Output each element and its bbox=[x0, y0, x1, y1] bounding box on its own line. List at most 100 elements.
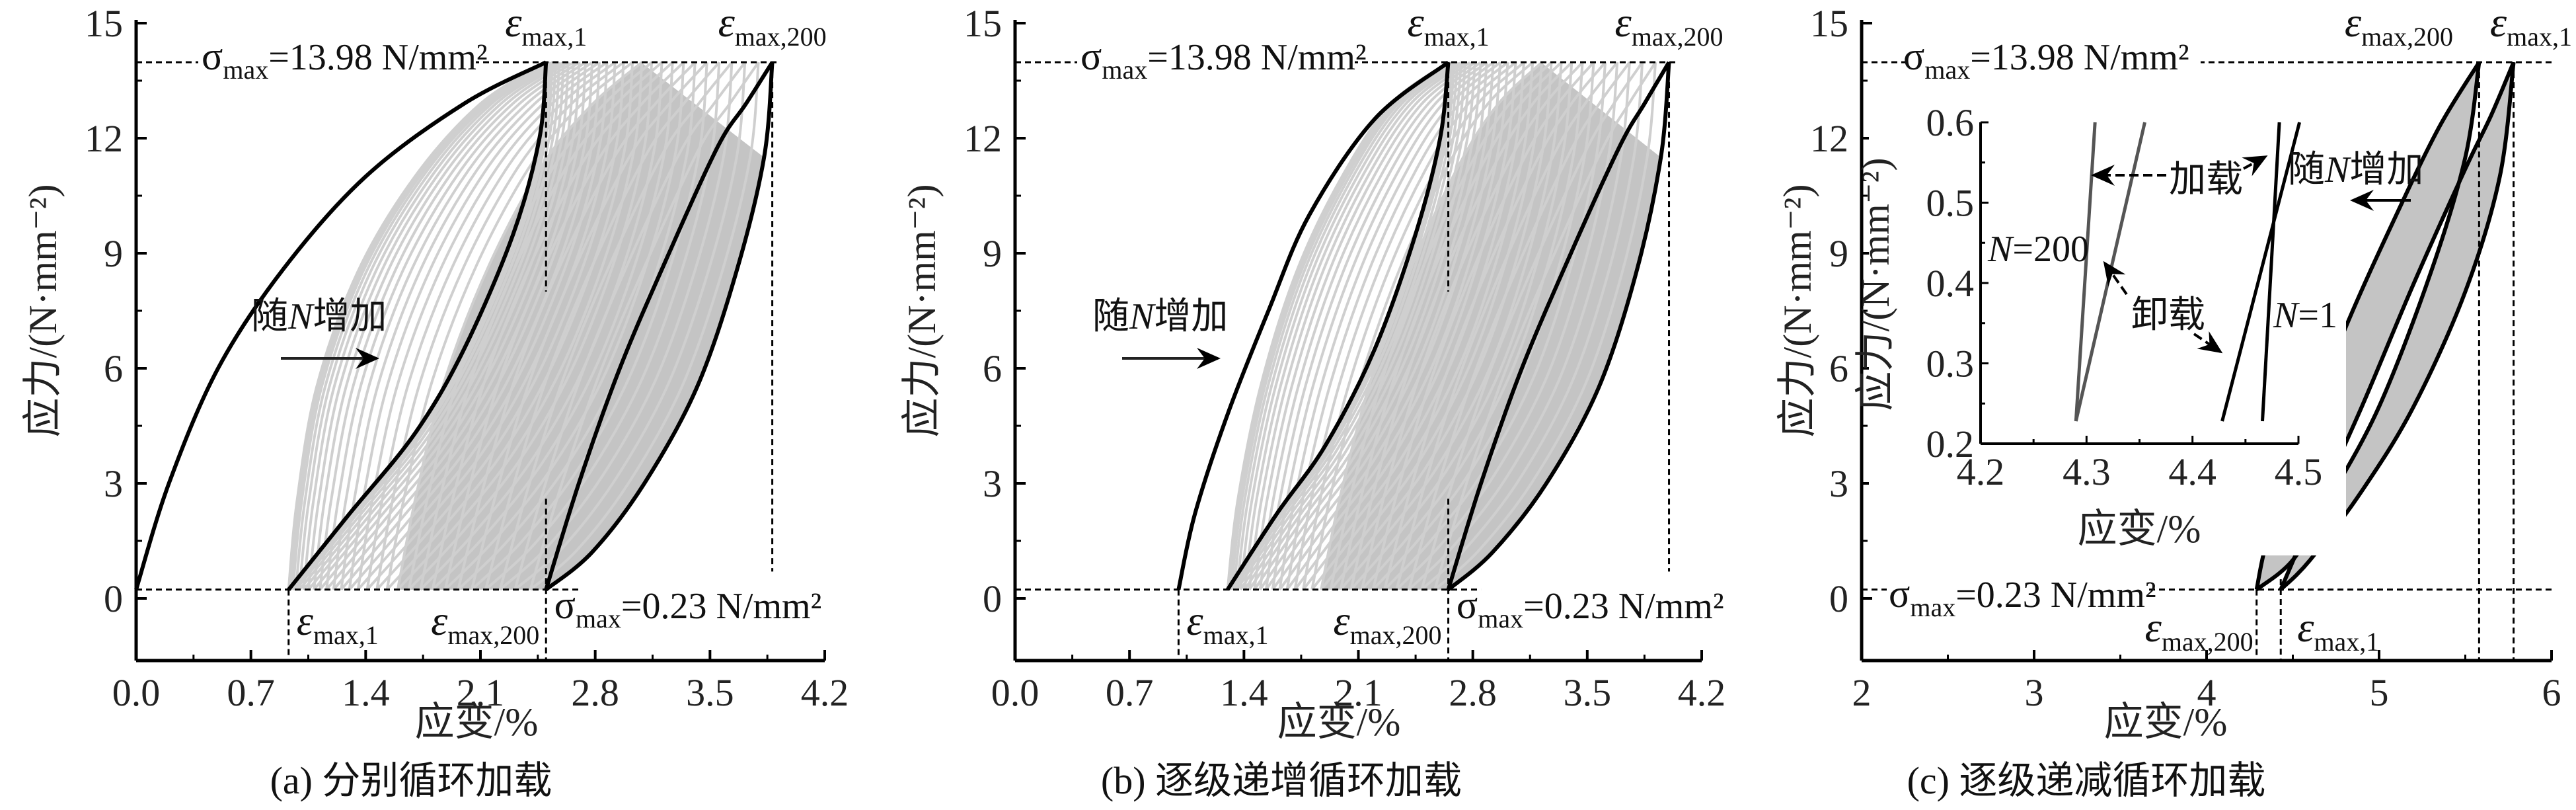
y-tick-label: 12 bbox=[1810, 117, 1848, 160]
cycle-load-curve bbox=[340, 61, 593, 590]
increasing-n-prefix: 随 bbox=[1092, 296, 1129, 337]
curve-load-N1 bbox=[1176, 60, 1450, 590]
sigma-max-top-label-value: =13.98 N/mm² bbox=[268, 37, 488, 78]
cycle-unload-curve bbox=[529, 61, 760, 591]
cycle-load-curve bbox=[1232, 61, 1456, 590]
n-value: =200 bbox=[2012, 229, 2089, 270]
x-tick-label: 2.1 bbox=[1334, 671, 1383, 714]
eps-max-1-bottom-label: εmax,1 bbox=[2297, 604, 2379, 657]
y-tick-label: 9 bbox=[104, 232, 123, 275]
cycle-load-curve bbox=[307, 61, 564, 590]
x-tick-label: 4.2 bbox=[801, 671, 849, 714]
eps-max-1-bottom-label-symbol: ε bbox=[1186, 597, 1203, 644]
n-200-label: N=200 bbox=[1987, 229, 2089, 270]
x-tick-label: 2.8 bbox=[571, 671, 619, 714]
cycle-load-curve bbox=[1235, 61, 1458, 590]
sigma-max-top-label-subscript: max bbox=[1924, 55, 1970, 85]
cycle-load-curve bbox=[1285, 61, 1509, 590]
sigma-max-top-label: σmax=13.98 N/mm² bbox=[1080, 34, 1367, 85]
inset-x-tick-label: 4.2 bbox=[1957, 450, 2005, 493]
y-tick-label: 12 bbox=[964, 117, 1002, 160]
cycle-load-curve bbox=[498, 61, 734, 590]
sigma-max-top-label-value: =13.98 N/mm² bbox=[1147, 37, 1367, 78]
sigma-max-bottom-label-symbol: σ bbox=[1889, 572, 1910, 616]
eps-max-1-bottom-label: εmax,1 bbox=[297, 597, 379, 650]
sigma-max-top-label-symbol: σ bbox=[1903, 34, 1924, 78]
sigma-max-bottom-label: σmax=0.23 N/mm² bbox=[1889, 572, 2156, 622]
label-background bbox=[1077, 30, 1355, 79]
cycle-load-curve bbox=[457, 61, 697, 590]
cycle-unload-curve bbox=[357, 61, 609, 591]
eps-max-1-top-label-subscript: max,1 bbox=[1424, 22, 1490, 52]
inset-y-tick-label: 0.5 bbox=[1926, 182, 1975, 225]
unloading-label: 卸载 bbox=[2131, 295, 2205, 336]
eps-max-1-top-label-symbol: ε bbox=[1408, 0, 1425, 46]
sigma-max-top-label-subscript: max bbox=[223, 55, 268, 85]
sigma-max-bottom-label-symbol: σ bbox=[1457, 583, 1478, 627]
loading-label: 加载 bbox=[2169, 159, 2243, 200]
increasing-n-symbol: N bbox=[1129, 296, 1156, 337]
inset-x-tick-label: 4.3 bbox=[2063, 450, 2111, 493]
sigma-max-top-label-symbol: σ bbox=[202, 34, 223, 78]
x-tick-label: 0.7 bbox=[227, 671, 275, 714]
cycle-unload-curve bbox=[1278, 61, 1502, 590]
sigma-max-top-label-subscript: max bbox=[1102, 55, 1147, 85]
increasing-n-label: 随N增加 bbox=[1092, 296, 1228, 337]
cycle-unload-curve bbox=[1408, 61, 1631, 591]
x-tick-label: 2.1 bbox=[457, 671, 505, 714]
caption: (a) 分别循环加载 bbox=[270, 759, 552, 802]
x-tick-label: 0.0 bbox=[112, 671, 161, 714]
loading-arrow-right-icon bbox=[2242, 155, 2268, 177]
cycle-load-curve bbox=[1339, 61, 1563, 590]
cycle-unload-curve bbox=[408, 61, 654, 591]
chart-panel-a: 0.0 0.7 1.4 2.1 2.8 3.5 4.2 0 3 6 9 12 15 应变/% 应力/(N·m… bbox=[21, 0, 849, 802]
increasing-n-prefix: 随 bbox=[251, 296, 288, 337]
increasing-n-suffix: 增加 bbox=[313, 296, 387, 337]
label-background bbox=[1887, 572, 2148, 622]
inset-line-N1-unload bbox=[2220, 122, 2302, 422]
cycle-load-curve bbox=[385, 61, 634, 590]
sigma-max-bottom-label-symbol: σ bbox=[554, 583, 576, 627]
eps-max-200-top-label-subscript: max,200 bbox=[735, 22, 827, 52]
eps-max-1-bottom-label-subscript: max,1 bbox=[2314, 627, 2379, 657]
eps-max-1-bottom-label: εmax,1 bbox=[1186, 597, 1268, 650]
cycle-load-curve bbox=[513, 61, 746, 590]
cycle-load-curve bbox=[1302, 61, 1525, 590]
eps-max-1-bottom-label-subscript: max,1 bbox=[1203, 620, 1269, 650]
cycle-load-curve bbox=[1329, 61, 1553, 590]
y-tick-label: 15 bbox=[1810, 2, 1848, 45]
y-tick-label: 6 bbox=[983, 347, 1002, 390]
cycle-load-curve bbox=[291, 61, 551, 590]
cycle-load-curve bbox=[1253, 61, 1476, 590]
curve-unload-N200 bbox=[545, 61, 775, 592]
eps-max-200-bottom-label: εmax,200 bbox=[1333, 597, 1441, 650]
caption: (b) 逐级递增循环加载 bbox=[1101, 759, 1462, 802]
eps-max-200-top-label-symbol: ε bbox=[1614, 0, 1632, 46]
cycle-load-curve bbox=[1264, 61, 1488, 590]
curve-load-N1 bbox=[134, 60, 547, 590]
cycle-load-curve bbox=[1243, 61, 1466, 590]
x-tick-label: 3 bbox=[2025, 671, 2044, 714]
cycle-unload-curve bbox=[313, 61, 570, 590]
x-tick-label: 0.0 bbox=[991, 671, 1040, 714]
cycle-unload-curve bbox=[1310, 61, 1534, 590]
cycle-unload-curve bbox=[332, 61, 587, 590]
cycle-load-curve bbox=[1349, 61, 1573, 590]
y-tick-label: 0 bbox=[983, 577, 1002, 620]
cycle-load-curve bbox=[470, 61, 708, 590]
increasing-n-symbol: N bbox=[287, 296, 315, 337]
cycle-unload-curve bbox=[471, 61, 708, 591]
unloading-arrow-down-icon bbox=[2193, 331, 2223, 354]
cycle-load-curve bbox=[289, 61, 549, 590]
x-axis-title: 应变/% bbox=[415, 700, 539, 744]
eps-max-200-bottom-label: εmax,200 bbox=[2145, 604, 2254, 657]
y-axis-title: 应力/(N·mm⁻²) bbox=[1776, 184, 1819, 438]
cycle-load-curve bbox=[1408, 61, 1631, 590]
n-value: =1 bbox=[2298, 295, 2337, 336]
y-axis-title: 应力/(N·mm⁻²) bbox=[900, 184, 944, 438]
eps-max-200-bottom-label: εmax,200 bbox=[431, 597, 539, 650]
eps-max-1-top-label-symbol: ε bbox=[505, 0, 522, 46]
y-tick-label: 6 bbox=[1829, 347, 1848, 390]
curve-unload-N1 bbox=[287, 61, 549, 591]
